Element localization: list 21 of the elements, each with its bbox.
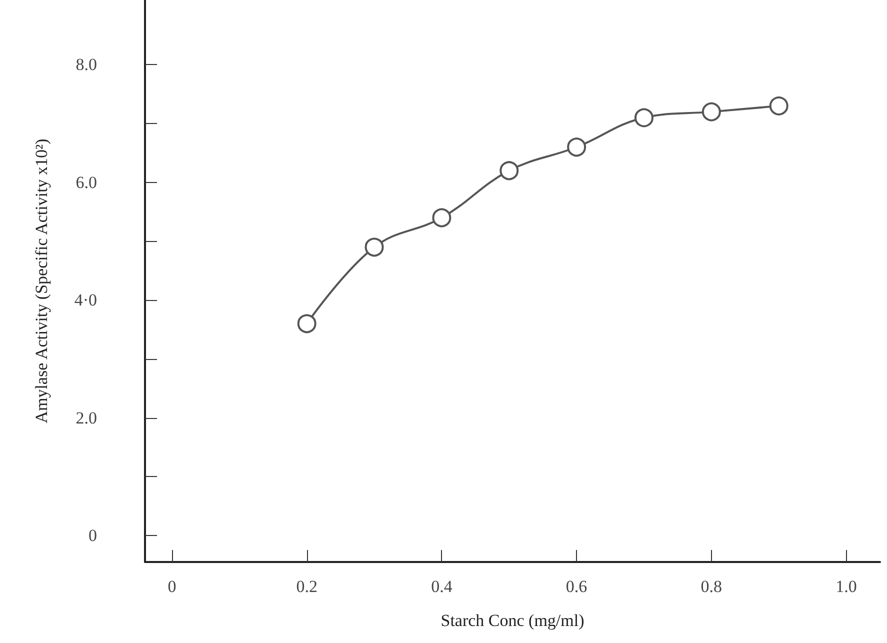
x-axis-title: Starch Conc (mg/ml)	[440, 611, 584, 630]
y-tick-label: 6.0	[76, 172, 97, 192]
point	[769, 96, 788, 116]
y-axis-title: Amylase Activity (Specific Activity x10²)	[32, 138, 51, 424]
point	[297, 314, 316, 334]
x-tick-label: 1.0	[836, 577, 857, 596]
y-tick-label: 4·0	[74, 290, 97, 310]
x-tick-label: 0.6	[566, 577, 588, 596]
point	[432, 208, 452, 228]
x-tick-label: 0.4	[431, 577, 453, 596]
y-tick-label: 8.0	[76, 55, 97, 74]
point	[567, 138, 586, 157]
point	[500, 161, 519, 180]
point	[702, 102, 721, 122]
y-tick-label: 2.0	[76, 408, 97, 428]
x-tick-label: 0	[168, 577, 176, 596]
point	[364, 238, 384, 257]
y-tick-label: 0	[88, 526, 97, 546]
x-tick-label: 0.2	[296, 577, 318, 596]
x-tick-label: 0.8	[700, 577, 722, 596]
point	[634, 108, 654, 128]
